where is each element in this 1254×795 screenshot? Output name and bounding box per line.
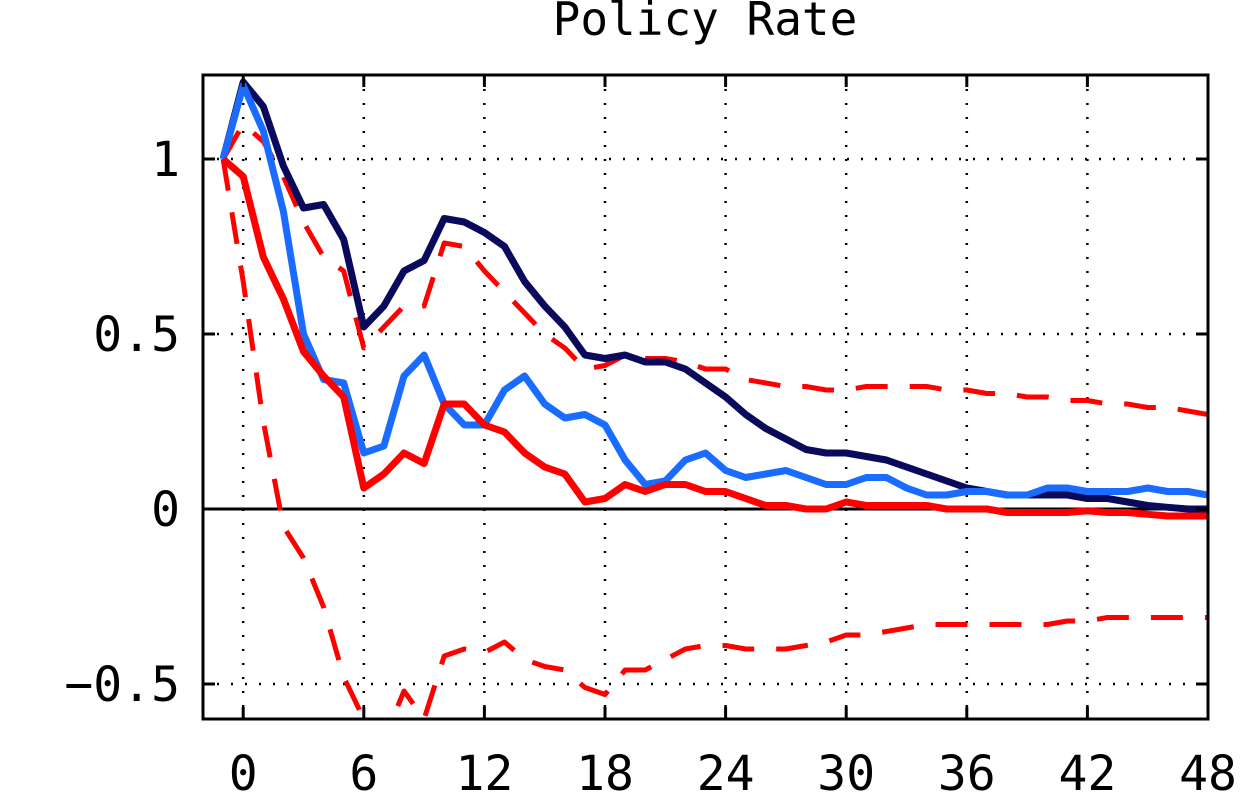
series-group xyxy=(219,78,1208,719)
x-tick-label: 30 xyxy=(817,746,875,795)
x-tick-label: 18 xyxy=(576,746,634,795)
confidence-band-line xyxy=(220,158,1208,719)
x-tick-label: 6 xyxy=(349,746,378,795)
y-tick-label: 0 xyxy=(151,482,180,538)
axis-ticks xyxy=(203,75,1210,719)
x-tick-label: 36 xyxy=(938,746,996,795)
x-tick-label: 0 xyxy=(229,746,258,795)
y-tick-label: 1 xyxy=(151,132,180,188)
y-tick-label: −0.5 xyxy=(64,657,180,713)
x-tick-label: 48 xyxy=(1179,746,1237,795)
x-tick-label: 12 xyxy=(456,746,514,795)
confidence-band-line xyxy=(220,121,1208,417)
series-line xyxy=(220,156,1208,520)
series-line xyxy=(219,78,1208,513)
x-tick-label: 42 xyxy=(1059,746,1117,795)
y-tick-label: 0.5 xyxy=(93,307,180,363)
chart-title: Policy Rate xyxy=(553,0,858,46)
plot-frame xyxy=(201,73,1210,721)
x-tick-label: 24 xyxy=(697,746,755,795)
tick-labels: 0 6 12 18 24 30 36 42 48 1 0.5 0 −0.5 xyxy=(64,132,1236,795)
series-line xyxy=(219,82,1208,499)
